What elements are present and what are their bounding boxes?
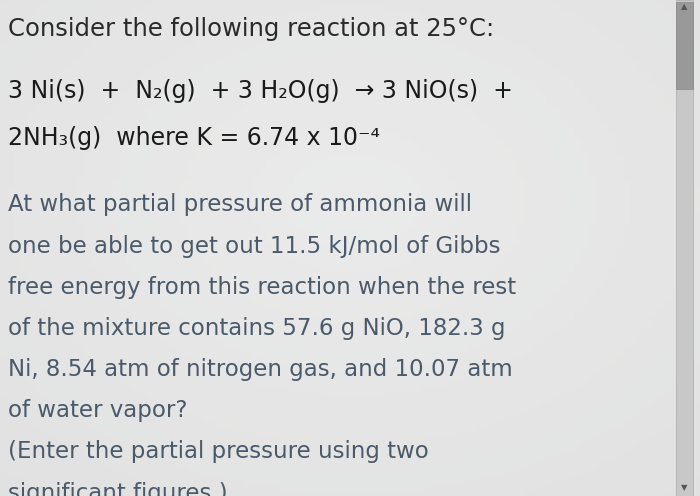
- Text: of water vapor?: of water vapor?: [8, 399, 188, 422]
- FancyBboxPatch shape: [676, 0, 693, 496]
- Text: significant figures.): significant figures.): [8, 482, 228, 496]
- Text: (Enter the partial pressure using two: (Enter the partial pressure using two: [8, 440, 429, 463]
- Text: At what partial pressure of ammonia will: At what partial pressure of ammonia will: [8, 193, 472, 216]
- FancyBboxPatch shape: [676, 2, 693, 89]
- Text: 3 Ni(s)  +  N₂(g)  + 3 H₂O(g)  → 3 NiO(s)  +: 3 Ni(s) + N₂(g) + 3 H₂O(g) → 3 NiO(s) +: [8, 79, 513, 103]
- Text: ▼: ▼: [681, 483, 687, 492]
- Text: ▲: ▲: [681, 2, 687, 11]
- Text: Consider the following reaction at 25°C:: Consider the following reaction at 25°C:: [8, 17, 495, 41]
- Text: free energy from this reaction when the rest: free energy from this reaction when the …: [8, 276, 517, 299]
- Text: one be able to get out 11.5 kJ/mol of Gibbs: one be able to get out 11.5 kJ/mol of Gi…: [8, 235, 501, 257]
- Text: 2NH₃(g)  where K = 6.74 x 10⁻⁴: 2NH₃(g) where K = 6.74 x 10⁻⁴: [8, 126, 380, 150]
- Text: of the mixture contains 57.6 g NiO, 182.3 g: of the mixture contains 57.6 g NiO, 182.…: [8, 317, 506, 340]
- Text: Ni, 8.54 atm of nitrogen gas, and 10.07 atm: Ni, 8.54 atm of nitrogen gas, and 10.07 …: [8, 358, 513, 381]
